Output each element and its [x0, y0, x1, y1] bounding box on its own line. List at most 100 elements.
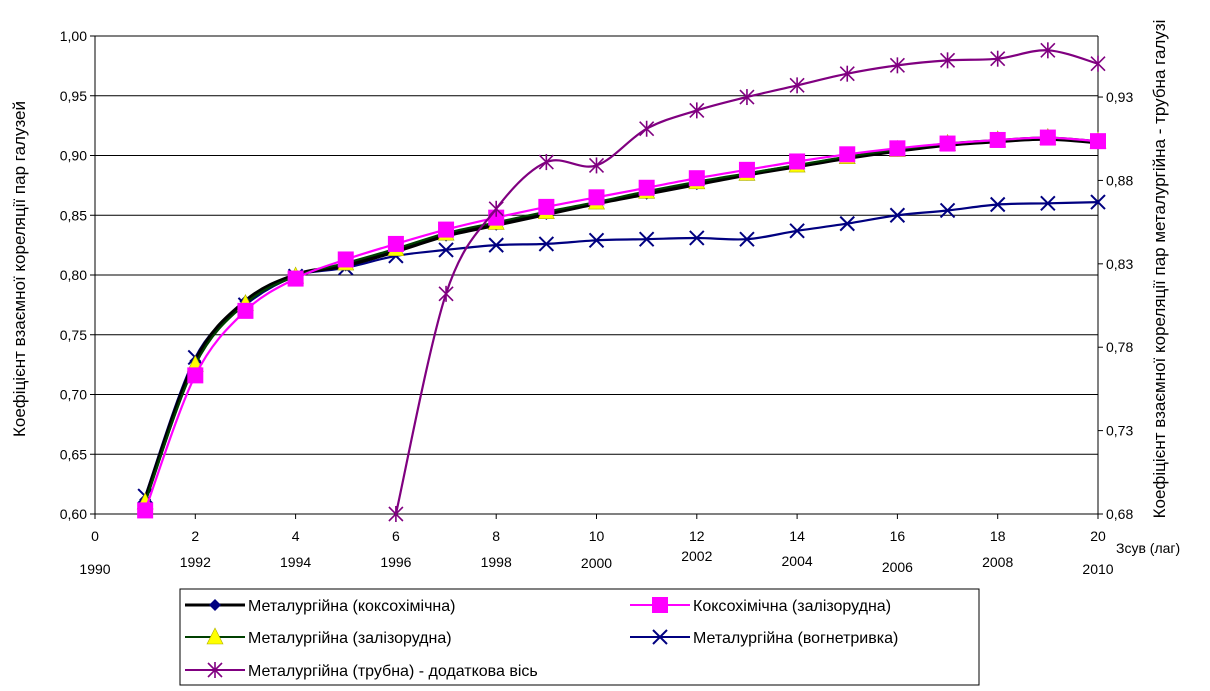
x-tick-label: 18	[990, 528, 1006, 544]
data-point	[387, 235, 404, 252]
data-point	[939, 202, 956, 219]
data-point	[538, 198, 555, 215]
data-point	[538, 236, 555, 252]
year-label: 2004	[782, 553, 813, 569]
data-point	[689, 102, 705, 119]
y-tick-label-right: 0,83	[1106, 256, 1133, 272]
legend-label: Металургійна (трубна) - додаткова вісь	[248, 663, 538, 680]
series-line	[394, 49, 1099, 515]
x-tick-label: 14	[789, 528, 805, 544]
y-tick-label-left: 0,85	[60, 207, 87, 223]
y-tick-label-left: 0,80	[60, 267, 87, 283]
data-point	[337, 251, 354, 268]
legend-swatch-marker	[209, 599, 221, 611]
data-point	[187, 367, 204, 384]
legend-swatch-marker	[206, 627, 224, 645]
legend-box	[179, 588, 980, 686]
x-tick-label: 0	[91, 528, 99, 544]
x-axis-label: Зсув (лаг)	[1116, 540, 1180, 556]
gridlines	[95, 35, 1098, 515]
legend-swatch-marker	[652, 629, 668, 645]
data-point	[638, 179, 655, 196]
data-point	[488, 200, 504, 217]
year-label: 2002	[681, 548, 712, 564]
data-point	[989, 196, 1006, 213]
y-tick-label-left: 1,00	[60, 28, 87, 44]
data-point	[1040, 42, 1056, 59]
data-point	[438, 221, 455, 238]
x-tick-label: 20	[1090, 528, 1106, 544]
data-point	[237, 302, 254, 319]
y-tick-label-right: 0,88	[1106, 172, 1133, 188]
y-tick-label-right: 0,78	[1106, 339, 1133, 355]
legend-swatch-marker	[207, 662, 223, 678]
data-point	[638, 231, 655, 247]
x-tick-label: 8	[492, 528, 500, 544]
x-tick-label: 2	[191, 528, 199, 544]
y-tick-label-left: 0,70	[60, 387, 87, 403]
y-tick-label-right: 0,93	[1106, 89, 1133, 105]
data-point	[889, 207, 906, 223]
data-point	[1090, 194, 1106, 210]
x-tick-label: 6	[392, 528, 400, 544]
tick-labels: 0,60 0,65 0,70 0,75 0,80 0,85 0,90 0,95 1,00 0,68…	[60, 28, 1134, 577]
legend-item: Металургійна (трубна) - додаткова вісь	[185, 662, 538, 680]
legend-item: Коксохімічна (залізорудна)	[630, 597, 891, 615]
series-4	[388, 42, 1106, 522]
data-point	[438, 285, 454, 302]
legend-item: Металургійна (залізорудна)	[185, 627, 452, 647]
data-point	[287, 270, 304, 287]
data-point	[137, 502, 154, 519]
y-tick-label-right: 0,73	[1106, 423, 1133, 439]
y-tick-label-left: 0,95	[60, 88, 87, 104]
data-point	[789, 223, 805, 239]
data-point	[939, 52, 956, 69]
data-point	[839, 146, 856, 163]
data-point	[688, 170, 705, 187]
series-1	[137, 129, 1106, 519]
year-label: 1992	[180, 554, 211, 570]
data-point	[588, 189, 605, 206]
data-point	[989, 131, 1006, 148]
legend-item: Металургійна (вогнетривка)	[630, 629, 898, 647]
year-label: 2008	[982, 554, 1013, 570]
data-point	[990, 50, 1006, 67]
legend-label: Металургійна (вогнетривка)	[693, 630, 898, 647]
data-point	[689, 230, 705, 246]
legend: Металургійна (коксохімічна) Коксохімічна …	[179, 588, 980, 686]
data-point	[538, 154, 554, 171]
data-point	[588, 232, 605, 249]
data-point	[1040, 195, 1056, 212]
data-point	[1090, 133, 1106, 150]
series-group	[136, 42, 1107, 522]
year-label: 2006	[882, 559, 913, 575]
data-point	[388, 506, 404, 522]
data-point	[739, 231, 755, 247]
year-label: 1994	[280, 554, 311, 570]
y-tick-label-right: 0,68	[1106, 506, 1133, 522]
x-tick-label: 12	[689, 528, 705, 544]
x-tick-label: 16	[890, 528, 906, 544]
axes	[90, 35, 1103, 519]
y-tick-label-left: 0,65	[60, 446, 87, 462]
legend-item: Металургійна (коксохімічна)	[185, 598, 455, 615]
data-point	[839, 65, 855, 82]
data-point	[889, 140, 906, 157]
x-tick-label: 4	[292, 528, 300, 544]
year-label: 2010	[1082, 561, 1113, 577]
data-point	[789, 153, 806, 170]
year-label: 1998	[481, 554, 512, 570]
data-point	[738, 161, 755, 178]
data-point	[939, 135, 956, 152]
data-point	[839, 215, 855, 232]
data-point	[639, 120, 655, 137]
year-label: 1990	[79, 561, 110, 577]
data-point	[889, 57, 905, 74]
legend-label: Металургійна (коксохімічна)	[248, 598, 455, 615]
data-point	[789, 77, 805, 94]
data-point	[438, 242, 454, 258]
y-axis-label-left: Коефіцієнт взаємної кореляції пар галузе…	[10, 101, 29, 437]
y-tick-label-left: 0,90	[60, 148, 87, 164]
